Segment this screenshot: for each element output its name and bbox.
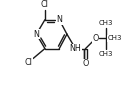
Text: CH3: CH3 — [99, 20, 113, 26]
Text: NH: NH — [70, 44, 81, 53]
Text: Cl: Cl — [41, 0, 49, 9]
Text: N: N — [34, 30, 39, 39]
Text: N: N — [56, 15, 62, 24]
Text: CH3: CH3 — [107, 35, 122, 41]
Text: Cl: Cl — [25, 58, 33, 67]
Text: O: O — [93, 34, 99, 43]
Text: CH3: CH3 — [99, 51, 113, 57]
Text: O: O — [82, 59, 89, 68]
